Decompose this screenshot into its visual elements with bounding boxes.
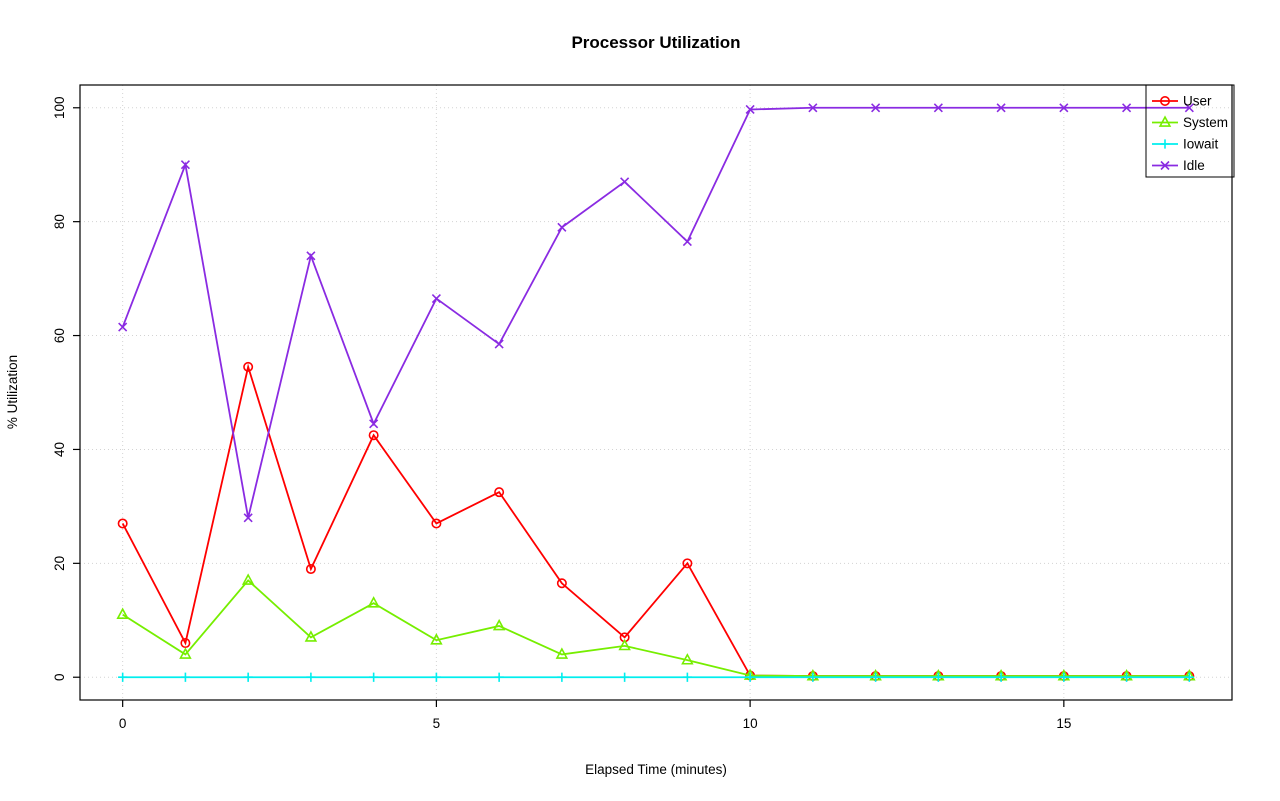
- marker-circle: [243, 361, 254, 372]
- marker-plus: [243, 672, 253, 682]
- legend-label-iowait: Iowait: [1183, 137, 1219, 152]
- legend-label-user: User: [1183, 94, 1212, 109]
- marker-x: [306, 251, 316, 261]
- legend-label-idle: Idle: [1183, 158, 1205, 173]
- x-tick-label: 0: [119, 716, 127, 731]
- marker-plus: [494, 672, 504, 682]
- marker-triangle: [367, 596, 380, 608]
- x-tick-label: 5: [433, 716, 441, 731]
- marker-plus: [871, 672, 881, 682]
- marker-x: [1160, 160, 1170, 171]
- marker-plus: [431, 672, 441, 682]
- marker-circle: [117, 518, 128, 529]
- marker-triangle: [179, 647, 192, 659]
- y-tick-label: 80: [52, 214, 67, 229]
- marker-plus: [808, 672, 818, 682]
- marker-x: [118, 322, 128, 332]
- marker-triangle: [555, 647, 569, 659]
- marker-triangle: [430, 633, 443, 645]
- marker-plus: [682, 672, 692, 682]
- y-tick-label: 0: [52, 673, 67, 681]
- marker-x: [1059, 103, 1069, 113]
- marker-x: [494, 339, 504, 349]
- marker-circle: [556, 578, 567, 589]
- marker-triangle: [1158, 115, 1172, 127]
- marker-circle: [494, 487, 505, 498]
- marker-plus: [369, 672, 379, 682]
- marker-x: [620, 177, 630, 187]
- marker-x: [243, 513, 253, 523]
- marker-circle: [180, 638, 191, 649]
- marker-plus: [620, 672, 630, 682]
- chart-title: Processor Utilization: [571, 33, 740, 52]
- marker-circle: [1160, 96, 1171, 107]
- series-iowait: [118, 672, 1194, 682]
- marker-plus: [180, 672, 191, 682]
- marker-plus: [1184, 672, 1194, 682]
- y-tick-label: 60: [52, 328, 67, 343]
- plot-box: [79, 84, 1233, 701]
- marker-plus: [306, 672, 316, 682]
- marker-x: [1184, 103, 1194, 113]
- y-tick-label: 20: [52, 556, 67, 571]
- grid-layer: [80, 85, 1232, 700]
- series-line-user: [121, 363, 1190, 677]
- marker-triangle: [241, 573, 255, 585]
- marker-triangle: [492, 618, 506, 631]
- marker-x: [871, 103, 881, 113]
- legend-label-system: System: [1183, 115, 1228, 130]
- marker-plus: [933, 672, 943, 682]
- y-axis-label: % Utilization: [5, 355, 20, 429]
- marker-circle: [305, 564, 316, 575]
- marker-x: [933, 103, 943, 113]
- marker-x: [808, 103, 818, 113]
- marker-x: [369, 419, 379, 429]
- marker-triangle: [304, 630, 318, 642]
- series-line-system: [122, 579, 1190, 677]
- legend-layer: User System Iowait Idle: [1145, 84, 1235, 178]
- marker-x: [745, 104, 755, 115]
- marker-circle: [682, 558, 693, 569]
- marker-plus: [996, 672, 1006, 682]
- marker-plus: [1121, 672, 1132, 682]
- marker-x: [682, 237, 692, 247]
- marker-plus: [557, 672, 567, 682]
- x-axis-label: Elapsed Time (minutes): [585, 762, 727, 777]
- y-tick-label: 40: [52, 442, 67, 457]
- marker-plus: [118, 672, 128, 682]
- series-layer: [116, 103, 1196, 682]
- marker-x: [1122, 103, 1132, 113]
- marker-plus: [745, 672, 755, 682]
- marker-plus: [1059, 672, 1069, 682]
- series-idle: [118, 103, 1194, 523]
- marker-x: [557, 222, 567, 232]
- axis-layer: 0 5 10 15 0 20 40 60 80 100: [52, 84, 1233, 731]
- marker-triangle: [618, 638, 631, 651]
- marker-triangle: [681, 653, 694, 665]
- x-tick-label: 15: [1056, 716, 1071, 731]
- marker-circle: [431, 518, 442, 529]
- x-tick-label: 10: [743, 716, 758, 731]
- marker-plus: [1160, 139, 1170, 149]
- legend-box: [1145, 84, 1235, 178]
- marker-x: [996, 103, 1006, 113]
- marker-x: [431, 293, 441, 304]
- series-user: [117, 361, 1195, 682]
- series-system: [116, 573, 1196, 681]
- y-tick-label: 100: [52, 97, 67, 120]
- series-line-idle: [121, 106, 1190, 518]
- marker-x: [180, 160, 190, 170]
- marker-circle: [368, 430, 379, 441]
- marker-triangle: [116, 607, 129, 619]
